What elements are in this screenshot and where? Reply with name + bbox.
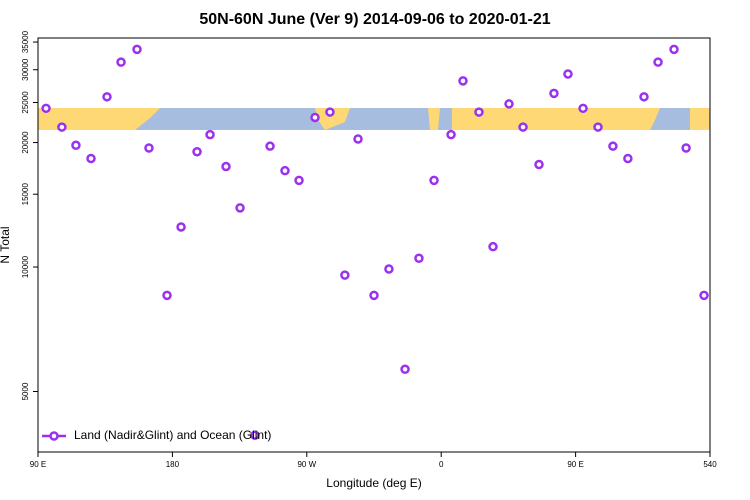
- point: [265, 141, 275, 151]
- point: [488, 241, 498, 252]
- x-axis-label: Longitude (deg E): [326, 476, 421, 490]
- x-tick-label: 0: [439, 460, 444, 469]
- point: [235, 203, 245, 213]
- legend-marker: [49, 431, 59, 441]
- point: [623, 153, 633, 164]
- point: [593, 122, 603, 132]
- y-tick-label: 20000: [21, 131, 30, 154]
- point: [144, 143, 154, 153]
- x-tick-label: 90 E: [567, 460, 583, 469]
- point: [474, 107, 484, 117]
- point: [192, 147, 202, 157]
- point: [699, 290, 709, 301]
- point: [116, 57, 126, 67]
- point: [504, 99, 514, 109]
- plot-frame: [37, 37, 711, 453]
- point: [250, 430, 260, 440]
- point: [132, 44, 142, 55]
- point: [518, 122, 528, 132]
- y-tick-label: 5000: [21, 382, 30, 400]
- point: [400, 364, 410, 374]
- point: [280, 165, 290, 176]
- y-axis-label: N Total: [0, 226, 12, 263]
- point: [221, 161, 231, 172]
- point: [639, 92, 649, 102]
- y-tick-label: 30000: [21, 58, 30, 81]
- point: [369, 290, 379, 301]
- point: [41, 103, 51, 114]
- x-tick-label: 180: [166, 460, 180, 469]
- point: [608, 141, 618, 151]
- chart-title: 50N-60N June (Ver 9) 2014-09-06 to 2020-…: [199, 11, 550, 28]
- point: [162, 290, 172, 301]
- point: [669, 44, 679, 55]
- point: [578, 103, 588, 114]
- point: [205, 129, 215, 140]
- point: [681, 143, 691, 153]
- point: [458, 76, 468, 86]
- point: [294, 175, 304, 186]
- point: [534, 159, 544, 170]
- point: [86, 153, 96, 164]
- point: [102, 92, 112, 102]
- y-tick-label: 15000: [21, 183, 30, 206]
- point: [176, 222, 186, 232]
- point: [57, 122, 67, 132]
- point: [384, 264, 394, 274]
- y-tick-label: 10000: [21, 255, 30, 278]
- point: [414, 253, 424, 264]
- x-tick-label: 90 W: [297, 460, 316, 469]
- point: [353, 134, 363, 144]
- y-tick-label: 25000: [21, 91, 30, 114]
- map-strip: [38, 108, 710, 130]
- point: [310, 112, 320, 123]
- point: [71, 140, 81, 151]
- point: [653, 57, 663, 67]
- point: [563, 69, 573, 79]
- x-tick-label: 90 E: [30, 460, 46, 469]
- point: [549, 88, 559, 99]
- point: [340, 270, 350, 280]
- legend-label: Land (Nadir&Glint) and Ocean (Glint): [74, 428, 271, 442]
- point: [446, 129, 456, 140]
- point: [429, 175, 439, 186]
- x-tick-label: 540: [703, 460, 717, 469]
- y-tick-label: 35000: [21, 30, 30, 53]
- point: [325, 107, 335, 117]
